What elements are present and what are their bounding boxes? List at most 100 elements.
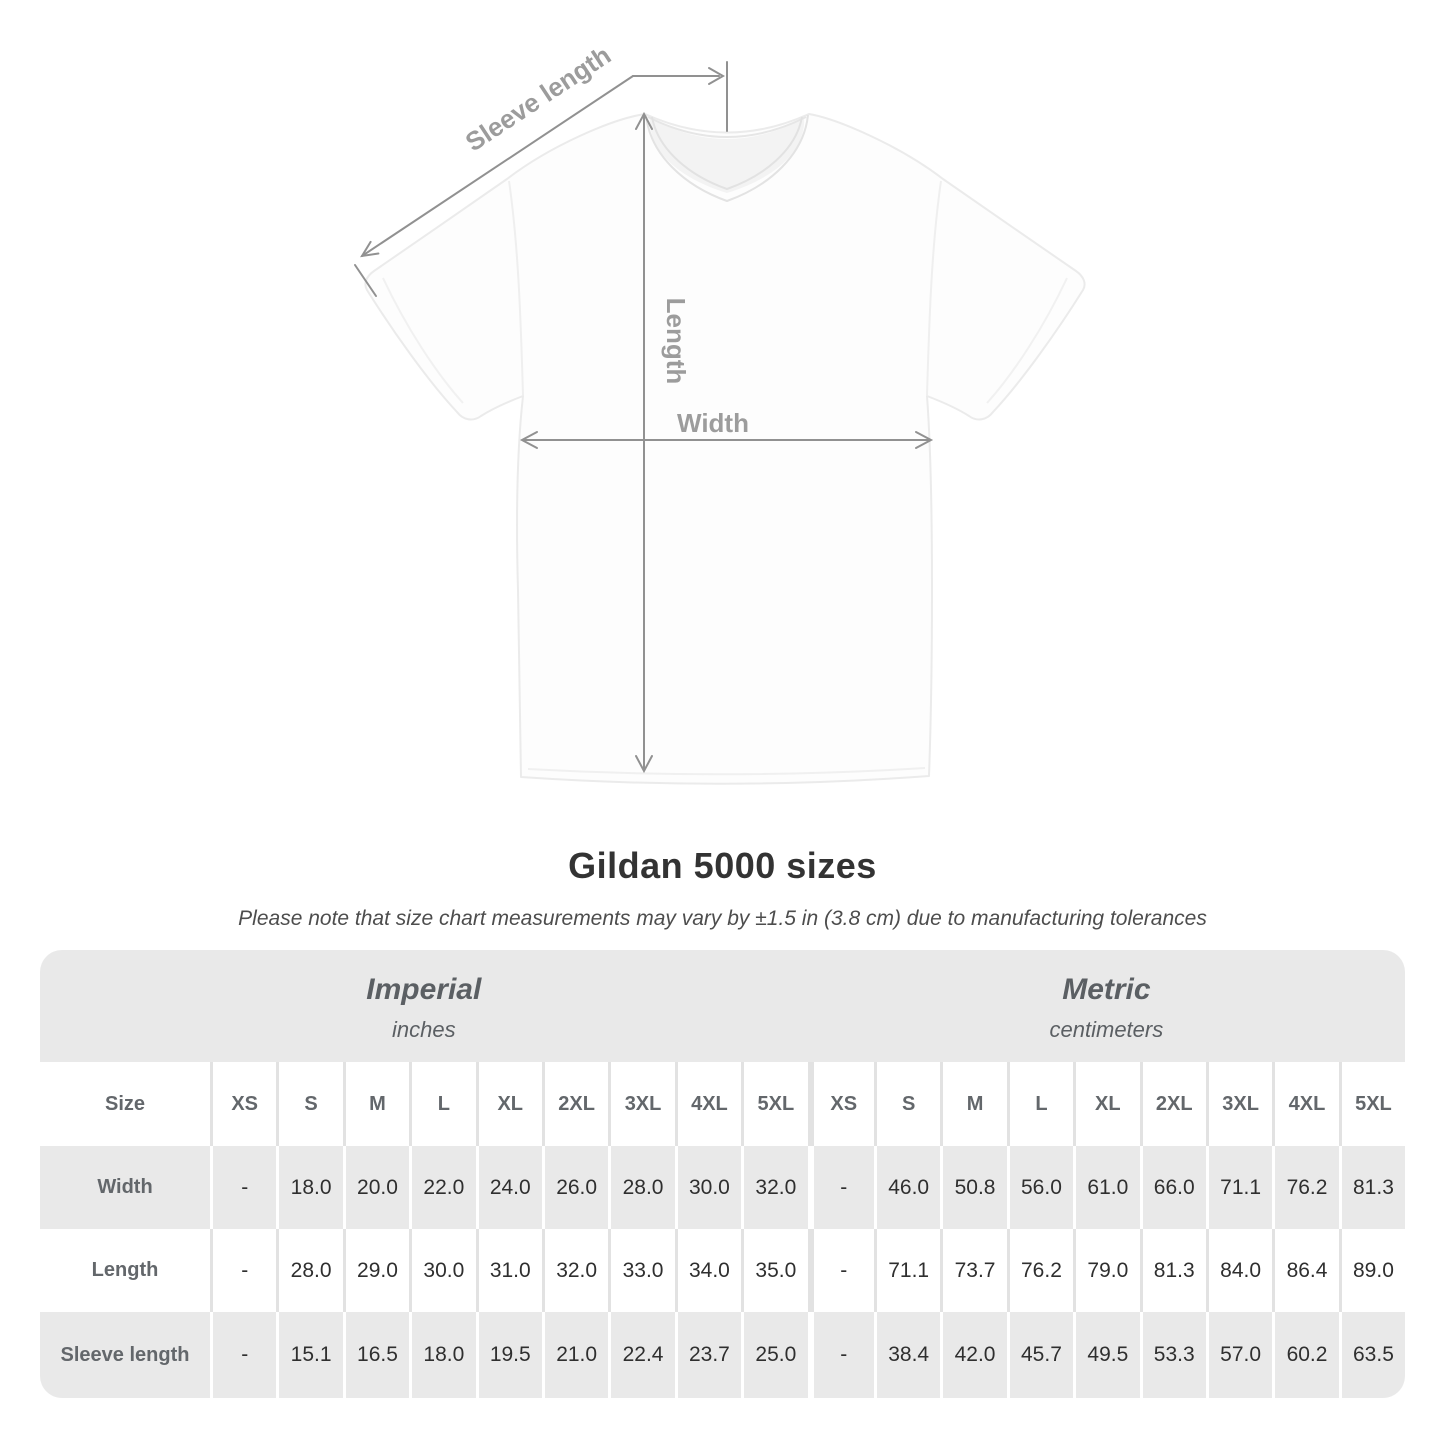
measurement-cell: - <box>807 1146 874 1229</box>
unit-group-row: Imperial inches Metric centimeters <box>40 950 1405 1062</box>
sleeve-length-arrow <box>354 61 728 297</box>
measurement-cell: 81.3 <box>1139 1229 1206 1312</box>
measurement-cell: 24.0 <box>475 1146 542 1229</box>
imperial-unit-label: inches <box>391 1017 456 1042</box>
tshirt-back-collar-seam <box>647 116 807 138</box>
size-col-header-imperial-l: L <box>409 1062 476 1146</box>
measurement-cell: 30.0 <box>409 1229 475 1312</box>
tshirt-collar-band-inner <box>651 116 803 191</box>
imperial-group-header: Imperial inches <box>40 950 808 1062</box>
measurement-cell: 28.0 <box>276 1229 342 1312</box>
measurement-cell: 32.0 <box>541 1229 608 1312</box>
measurement-cell: - <box>807 1229 874 1312</box>
measurement-cell: 15.1 <box>276 1312 342 1398</box>
size-col-header-metric-l: L <box>1006 1062 1074 1146</box>
measurement-cell: 71.1 <box>873 1229 940 1312</box>
measurement-cell: 16.5 <box>342 1312 409 1398</box>
width-arrow <box>519 431 934 449</box>
row-label: Width <box>97 1176 153 1198</box>
measurement-cell: 30.0 <box>674 1146 741 1229</box>
measurement-cell: 61.0 <box>1073 1146 1139 1229</box>
table-row-width: Width -18.0 20.0 22.0 24.0 26.0 28.0 30.0 32.0-4… <box>40 1146 1405 1229</box>
tshirt-measurement-diagram: Sleeve length Length Width <box>354 40 1086 785</box>
tshirt-cuff-stitch-right <box>986 277 1068 404</box>
size-col-header-metric-xs: XS <box>807 1062 874 1146</box>
size-col-header-metric-2xl: 2XL <box>1139 1062 1206 1146</box>
measurement-cell: 18.0 <box>409 1312 475 1398</box>
measurement-cell: 35.0 <box>741 1229 807 1312</box>
measurement-cell: 84.0 <box>1205 1229 1272 1312</box>
measurement-cell: 66.0 <box>1139 1146 1206 1229</box>
size-col-header-imperial-5xl: 5XL <box>741 1062 808 1146</box>
measurement-cell: 45.7 <box>1006 1312 1073 1398</box>
tshirt-collar-band-outer <box>645 114 809 203</box>
measurement-cell: 76.2 <box>1272 1146 1338 1229</box>
measurement-cell: 26.0 <box>541 1146 608 1229</box>
length-arrow <box>635 111 653 774</box>
table-row-sleeve-length: Sleeve length -15.1 16.5 18.0 19.5 21.0 22.4 23… <box>40 1312 1405 1398</box>
measurement-cell: 22.0 <box>409 1146 475 1229</box>
tshirt-body <box>364 113 1086 785</box>
size-col-header-imperial-xs: XS <box>210 1062 277 1146</box>
measurement-cell: 31.0 <box>475 1229 542 1312</box>
metric-unit-label: centimeters <box>1049 1017 1164 1042</box>
measurement-cell: 86.4 <box>1272 1229 1338 1312</box>
measurement-cell: 23.7 <box>674 1312 741 1398</box>
size-col-header-imperial-4xl: 4XL <box>674 1062 742 1146</box>
measurement-cell: 71.1 <box>1205 1146 1272 1229</box>
measurement-cell: - <box>807 1312 874 1398</box>
measurement-cell: 19.5 <box>475 1312 542 1398</box>
tshirt-armhole-seam-right <box>926 180 942 396</box>
measurement-cell: 25.0 <box>741 1312 807 1398</box>
length-label: Length <box>661 298 691 385</box>
tshirt-neck-opening <box>649 118 805 193</box>
size-col-header-metric-xl: XL <box>1073 1062 1140 1146</box>
size-col-header-metric-3xl: 3XL <box>1205 1062 1273 1146</box>
size-header-row: Size XS S M L XL 2XL 3XL 4XL 5XL XS S M L XL 2XL 3XL 4XL… <box>40 1062 1405 1146</box>
measurement-cell: 21.0 <box>541 1312 608 1398</box>
measurement-cell: 81.3 <box>1338 1146 1405 1229</box>
metric-label: Metric <box>1062 973 1151 1006</box>
measurement-cell: 22.4 <box>608 1312 674 1398</box>
size-col-header-imperial-m: M <box>342 1062 410 1146</box>
width-label: Width <box>677 408 749 438</box>
measurement-cell: 46.0 <box>873 1146 940 1229</box>
metric-group-header: Metric centimeters <box>807 950 1405 1062</box>
measurement-cell: 57.0 <box>1205 1312 1272 1398</box>
tolerance-note: Please note that size chart measurements… <box>238 907 1207 930</box>
page-title: Gildan 5000 sizes <box>568 845 877 886</box>
measurement-cell: 20.0 <box>342 1146 409 1229</box>
measurement-cell: 56.0 <box>1006 1146 1073 1229</box>
measurement-cell: 49.5 <box>1073 1312 1139 1398</box>
measurement-cell: 60.2 <box>1272 1312 1338 1398</box>
measurement-cell: 53.3 <box>1139 1312 1206 1398</box>
size-col-header-imperial-2xl: 2XL <box>541 1062 609 1146</box>
measurement-cell: 38.4 <box>873 1312 940 1398</box>
measurement-cell: 32.0 <box>741 1146 807 1229</box>
measurement-cell: 29.0 <box>342 1229 409 1312</box>
measurement-cell: - <box>210 1146 276 1229</box>
measurement-cell: 76.2 <box>1006 1229 1073 1312</box>
table-row-length: Length -28.0 29.0 30.0 31.0 32.0 33.0 34.0 35.0-… <box>40 1229 1405 1312</box>
size-col-header-imperial-s: S <box>276 1062 343 1146</box>
size-col-header-metric-4xl: 4XL <box>1272 1062 1339 1146</box>
size-table: Imperial inches Metric centimeters Size … <box>40 950 1405 1398</box>
size-col-header-imperial-3xl: 3XL <box>608 1062 675 1146</box>
measurement-cell: 79.0 <box>1073 1229 1139 1312</box>
measurement-cell: 34.0 <box>674 1229 741 1312</box>
measurement-cell: 28.0 <box>608 1146 674 1229</box>
measurement-cell: - <box>210 1312 276 1398</box>
measurement-cell: 18.0 <box>276 1146 342 1229</box>
tshirt-graphic: Sleeve length Length Width <box>354 40 1086 785</box>
measurement-cell: 42.0 <box>940 1312 1006 1398</box>
size-col-header-metric-5xl: 5XL <box>1338 1062 1405 1146</box>
size-chart-table: Imperial inches Metric centimeters Size … <box>40 950 1405 1398</box>
measurement-cell: 89.0 <box>1338 1229 1405 1312</box>
tshirt-hem-stitch <box>527 767 926 776</box>
measurement-cell: - <box>210 1229 276 1312</box>
imperial-label: Imperial <box>366 973 482 1006</box>
tshirt-armhole-seam-left <box>508 180 524 396</box>
size-col-header-imperial-xl: XL <box>475 1062 542 1146</box>
size-column-header: Size <box>40 1062 210 1146</box>
